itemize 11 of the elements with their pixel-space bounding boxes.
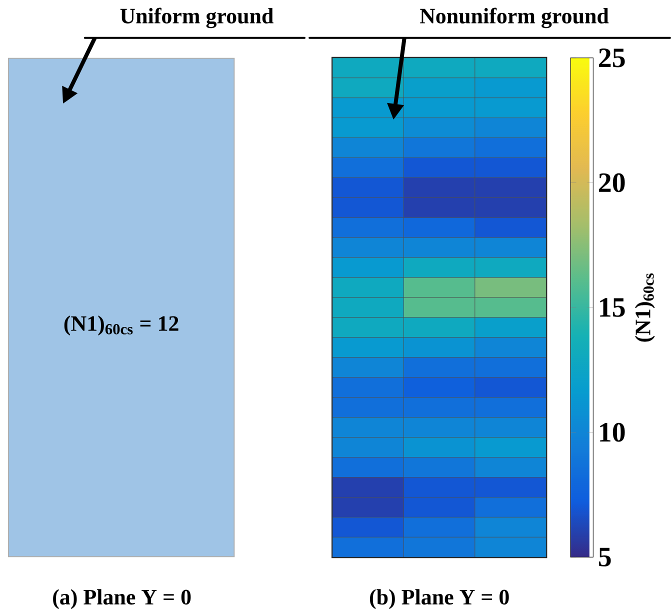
color-bar-label: 25 (599, 48, 625, 68)
text: Nonuniform ground (420, 8, 609, 28)
color-bar-title: (N1)$_{60cs}$ (634, 273, 655, 342)
color-bar-label: 20 (599, 173, 625, 192)
text: (a) Plane Y = 0 (53, 589, 191, 610)
color-bar-label: 10 (600, 422, 625, 442)
text: (N1)$_{60cs}$ = 12 (64, 316, 178, 336)
text: Uniform ground (120, 8, 274, 28)
text: (b) Plane Y = 0 (370, 589, 509, 610)
color-bar-label: 5 (598, 548, 611, 566)
color-bar-label: 15 (600, 298, 625, 317)
